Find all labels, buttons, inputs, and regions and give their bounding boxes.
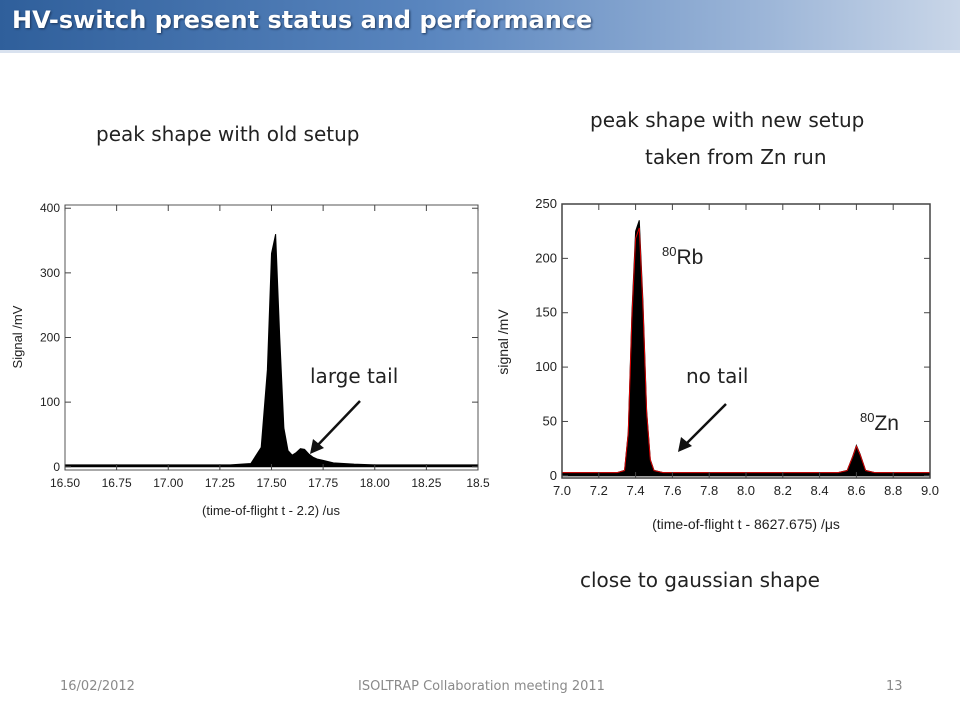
x-axis-label: (time-of-flight t - 2.2) /us [202, 503, 340, 518]
x-tick-label: 7.6 [663, 483, 681, 498]
right-caption-line2: taken from Zn run [645, 145, 827, 169]
x-tick-label: 18.5 [466, 476, 490, 490]
new-setup-peak-chart: 7.0 7.2 7.4 7.6 7.8 8.0 8.2 8.4 8.6 8.8 9.0 0 50 100… [495, 196, 939, 532]
x-tick-label: 16.75 [102, 476, 132, 490]
y-tick-label: 0 [550, 468, 557, 483]
x-tick-label: 17.50 [256, 476, 286, 490]
signal-area [64, 233, 479, 468]
x-tick-label: 9.0 [921, 483, 939, 498]
isotope-label-zn: 80Zn [860, 410, 899, 435]
footer-date: 16/02/2012 [60, 679, 135, 694]
mass-number: 80 [662, 244, 676, 259]
mass-number: 80 [860, 410, 874, 425]
x-tick-label: 8.4 [811, 483, 829, 498]
y-tick-label: 50 [543, 413, 557, 428]
x-tick-label: 8.8 [884, 483, 902, 498]
y-axis-label: signal /mV [495, 309, 511, 375]
element-symbol: Zn [874, 412, 899, 435]
footer-page: 13 [886, 679, 903, 694]
x-tick-label: 17.00 [153, 476, 183, 490]
y-tick-label: 100 [40, 395, 60, 409]
left-caption: peak shape with old setup [96, 122, 360, 146]
y-tick-label: 400 [40, 201, 60, 215]
isotope-label-rb: 80Rb [662, 244, 703, 269]
y-tick-label: 200 [40, 331, 60, 345]
plot-frame [561, 203, 931, 479]
gaussian-fit-line [562, 227, 930, 474]
no-tail-annotation: no tail [686, 364, 749, 388]
right-caption-line1: peak shape with new setup [590, 108, 865, 132]
x-tick-label: 7.4 [627, 483, 645, 498]
title-bar: HV-switch present status and performance [0, 0, 960, 53]
x-tick-label: 8.0 [737, 483, 755, 498]
old-setup-peak-chart: 16.50 16.75 17.00 17.25 17.50 17.75 18.00 18.25… [10, 201, 490, 518]
y-tick-label: 100 [535, 359, 557, 374]
y-tick-label: 300 [40, 266, 60, 280]
signal-area [561, 220, 931, 477]
no-tail-arrow-icon [678, 403, 727, 452]
x-tick-label: 7.8 [700, 483, 718, 498]
y-tick-label: 0 [53, 460, 60, 474]
y-tick-label: 150 [535, 305, 557, 320]
x-tick-label: 7.2 [590, 483, 608, 498]
y-tick-label: 250 [535, 196, 557, 211]
large-tail-annotation: large tail [310, 364, 399, 388]
x-tick-label: 7.0 [553, 483, 571, 498]
y-axis-label: Signal /mV [10, 305, 25, 368]
x-tick-label: 17.25 [205, 476, 235, 490]
x-tick-label: 18.00 [360, 476, 390, 490]
x-tick-label: 16.50 [50, 476, 80, 490]
slide-title: HV-switch present status and performance [12, 6, 593, 34]
x-tick-label: 18.25 [411, 476, 441, 490]
x-axis-label: (time-of-flight t - 8627.675) /μs [652, 516, 840, 532]
bottom-caption: close to gaussian shape [580, 568, 820, 592]
y-tick-label: 200 [535, 250, 557, 265]
footer-event: ISOLTRAP Collaboration meeting 2011 [358, 679, 605, 694]
x-tick-label: 8.2 [774, 483, 792, 498]
x-tick-label: 17.75 [308, 476, 338, 490]
element-symbol: Rb [676, 246, 703, 269]
large-tail-arrow-icon [310, 400, 361, 454]
x-tick-label: 8.6 [847, 483, 865, 498]
